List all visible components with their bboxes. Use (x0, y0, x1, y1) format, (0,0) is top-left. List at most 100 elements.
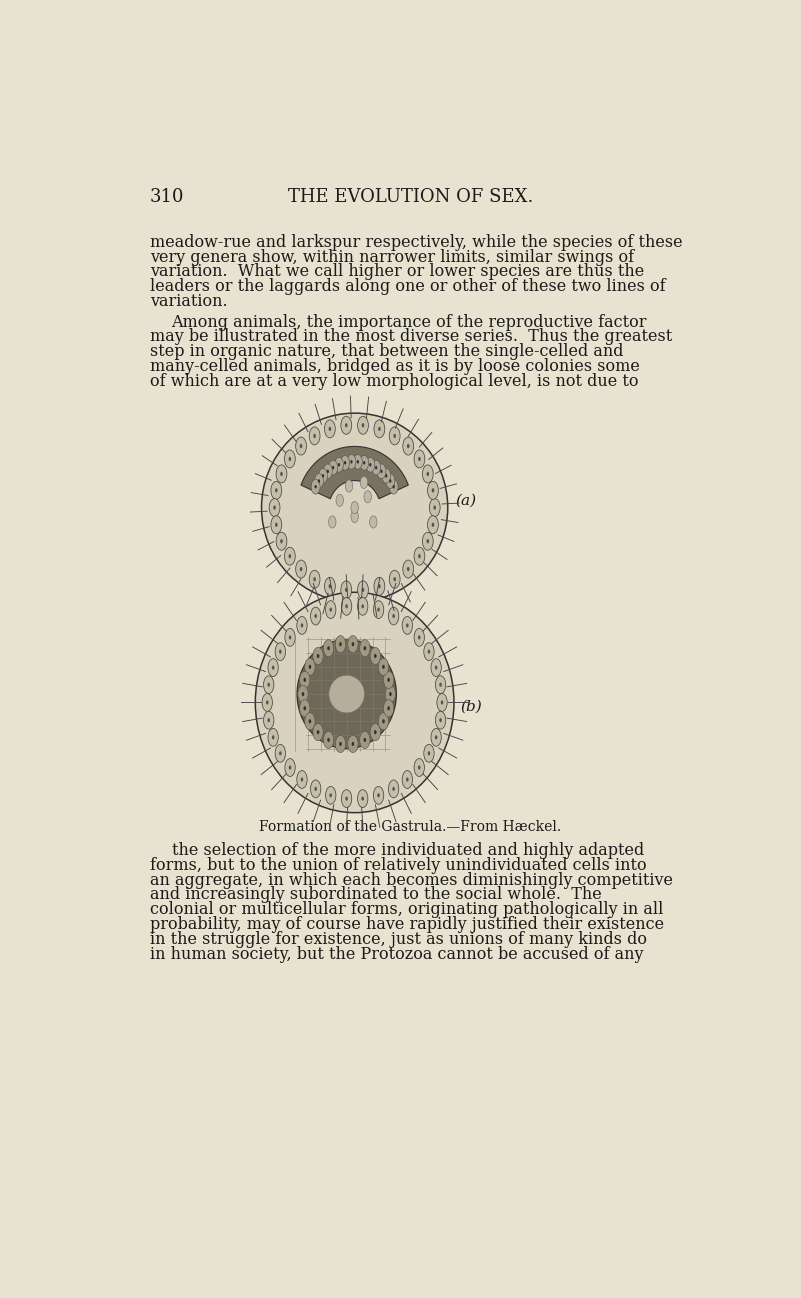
Ellipse shape (272, 666, 275, 670)
Text: an aggregate, in which each becomes diminishingly competitive: an aggregate, in which each becomes dimi… (150, 871, 673, 889)
Ellipse shape (345, 588, 348, 592)
Ellipse shape (345, 480, 352, 492)
Ellipse shape (268, 683, 270, 687)
Ellipse shape (435, 735, 437, 740)
Ellipse shape (364, 646, 366, 650)
Ellipse shape (377, 463, 386, 479)
Text: step in organic nature, that between the single-celled and: step in organic nature, that between the… (150, 343, 623, 361)
Ellipse shape (418, 554, 421, 558)
Ellipse shape (328, 584, 331, 588)
Ellipse shape (297, 640, 396, 749)
Ellipse shape (388, 780, 399, 798)
Ellipse shape (336, 495, 344, 506)
Ellipse shape (414, 450, 425, 467)
Ellipse shape (276, 532, 287, 550)
Ellipse shape (428, 482, 438, 500)
Ellipse shape (271, 515, 282, 533)
Ellipse shape (315, 474, 324, 488)
Text: variation.: variation. (150, 293, 227, 310)
Text: may be illustrated in the most diverse series.  Thus the greatest: may be illustrated in the most diverse s… (150, 328, 672, 345)
Ellipse shape (313, 434, 316, 437)
Ellipse shape (329, 793, 332, 797)
Ellipse shape (378, 658, 388, 675)
Ellipse shape (382, 719, 384, 723)
Ellipse shape (374, 578, 384, 596)
Ellipse shape (328, 646, 330, 650)
Ellipse shape (298, 685, 308, 702)
Ellipse shape (324, 419, 336, 437)
Ellipse shape (350, 459, 352, 463)
Ellipse shape (273, 505, 276, 510)
Ellipse shape (431, 658, 441, 676)
Ellipse shape (422, 532, 433, 550)
Ellipse shape (300, 671, 310, 688)
Ellipse shape (372, 461, 380, 475)
Ellipse shape (313, 648, 324, 665)
Ellipse shape (339, 742, 342, 746)
Ellipse shape (388, 706, 390, 710)
Ellipse shape (276, 643, 285, 661)
Ellipse shape (364, 737, 366, 742)
Ellipse shape (357, 582, 368, 598)
Text: (a): (a) (455, 493, 477, 508)
Ellipse shape (256, 592, 454, 813)
Ellipse shape (424, 643, 434, 661)
Text: Formation of the Gastrula.—From Hæckel.: Formation of the Gastrula.—From Hæckel. (260, 820, 562, 835)
Ellipse shape (426, 539, 429, 544)
Ellipse shape (300, 700, 310, 716)
Ellipse shape (426, 471, 429, 476)
Ellipse shape (318, 479, 320, 483)
Ellipse shape (300, 778, 304, 781)
Ellipse shape (374, 419, 384, 437)
Ellipse shape (392, 614, 395, 618)
Ellipse shape (336, 736, 346, 753)
Ellipse shape (264, 676, 274, 693)
Ellipse shape (280, 471, 283, 476)
Ellipse shape (393, 578, 396, 582)
Ellipse shape (302, 692, 304, 696)
Ellipse shape (309, 427, 320, 445)
Ellipse shape (296, 559, 307, 578)
Ellipse shape (389, 570, 400, 588)
Ellipse shape (361, 797, 364, 801)
Ellipse shape (304, 706, 306, 710)
Text: in human society, but the Protozoa cannot be accused of any: in human society, but the Protozoa canno… (150, 945, 643, 963)
Ellipse shape (435, 666, 437, 670)
Ellipse shape (407, 567, 409, 571)
Ellipse shape (373, 601, 384, 619)
Ellipse shape (329, 675, 364, 713)
Ellipse shape (431, 728, 441, 746)
Ellipse shape (324, 731, 334, 749)
Text: of which are at a very low morphological level, is not due to: of which are at a very low morphological… (150, 373, 638, 389)
Ellipse shape (311, 780, 321, 798)
Text: forms, but to the union of relatively unindividuated cells into: forms, but to the union of relatively un… (150, 857, 646, 874)
Text: probability, may of course have rapidly justified their existence: probability, may of course have rapidly … (150, 916, 664, 933)
Ellipse shape (315, 485, 316, 488)
Text: in the struggle for existence, just as unions of many kinds do: in the struggle for existence, just as u… (150, 931, 646, 948)
Ellipse shape (332, 466, 334, 470)
Ellipse shape (345, 423, 348, 427)
Ellipse shape (403, 559, 413, 578)
Ellipse shape (377, 793, 380, 797)
Ellipse shape (403, 437, 413, 456)
Ellipse shape (262, 693, 272, 711)
Ellipse shape (272, 735, 275, 740)
Ellipse shape (285, 758, 296, 776)
Ellipse shape (336, 636, 346, 653)
Ellipse shape (422, 465, 433, 483)
Ellipse shape (345, 605, 348, 609)
Text: many-celled animals, bridged as it is by loose colonies some: many-celled animals, bridged as it is by… (150, 358, 640, 375)
Ellipse shape (363, 461, 365, 465)
Ellipse shape (373, 787, 384, 805)
Text: 310: 310 (150, 188, 184, 206)
Ellipse shape (377, 607, 380, 611)
Ellipse shape (432, 523, 434, 527)
Ellipse shape (439, 718, 442, 722)
Ellipse shape (328, 427, 331, 431)
Ellipse shape (429, 498, 440, 517)
Ellipse shape (353, 454, 362, 469)
Ellipse shape (288, 554, 291, 558)
Ellipse shape (328, 515, 336, 528)
Ellipse shape (393, 434, 396, 437)
Ellipse shape (360, 476, 368, 488)
